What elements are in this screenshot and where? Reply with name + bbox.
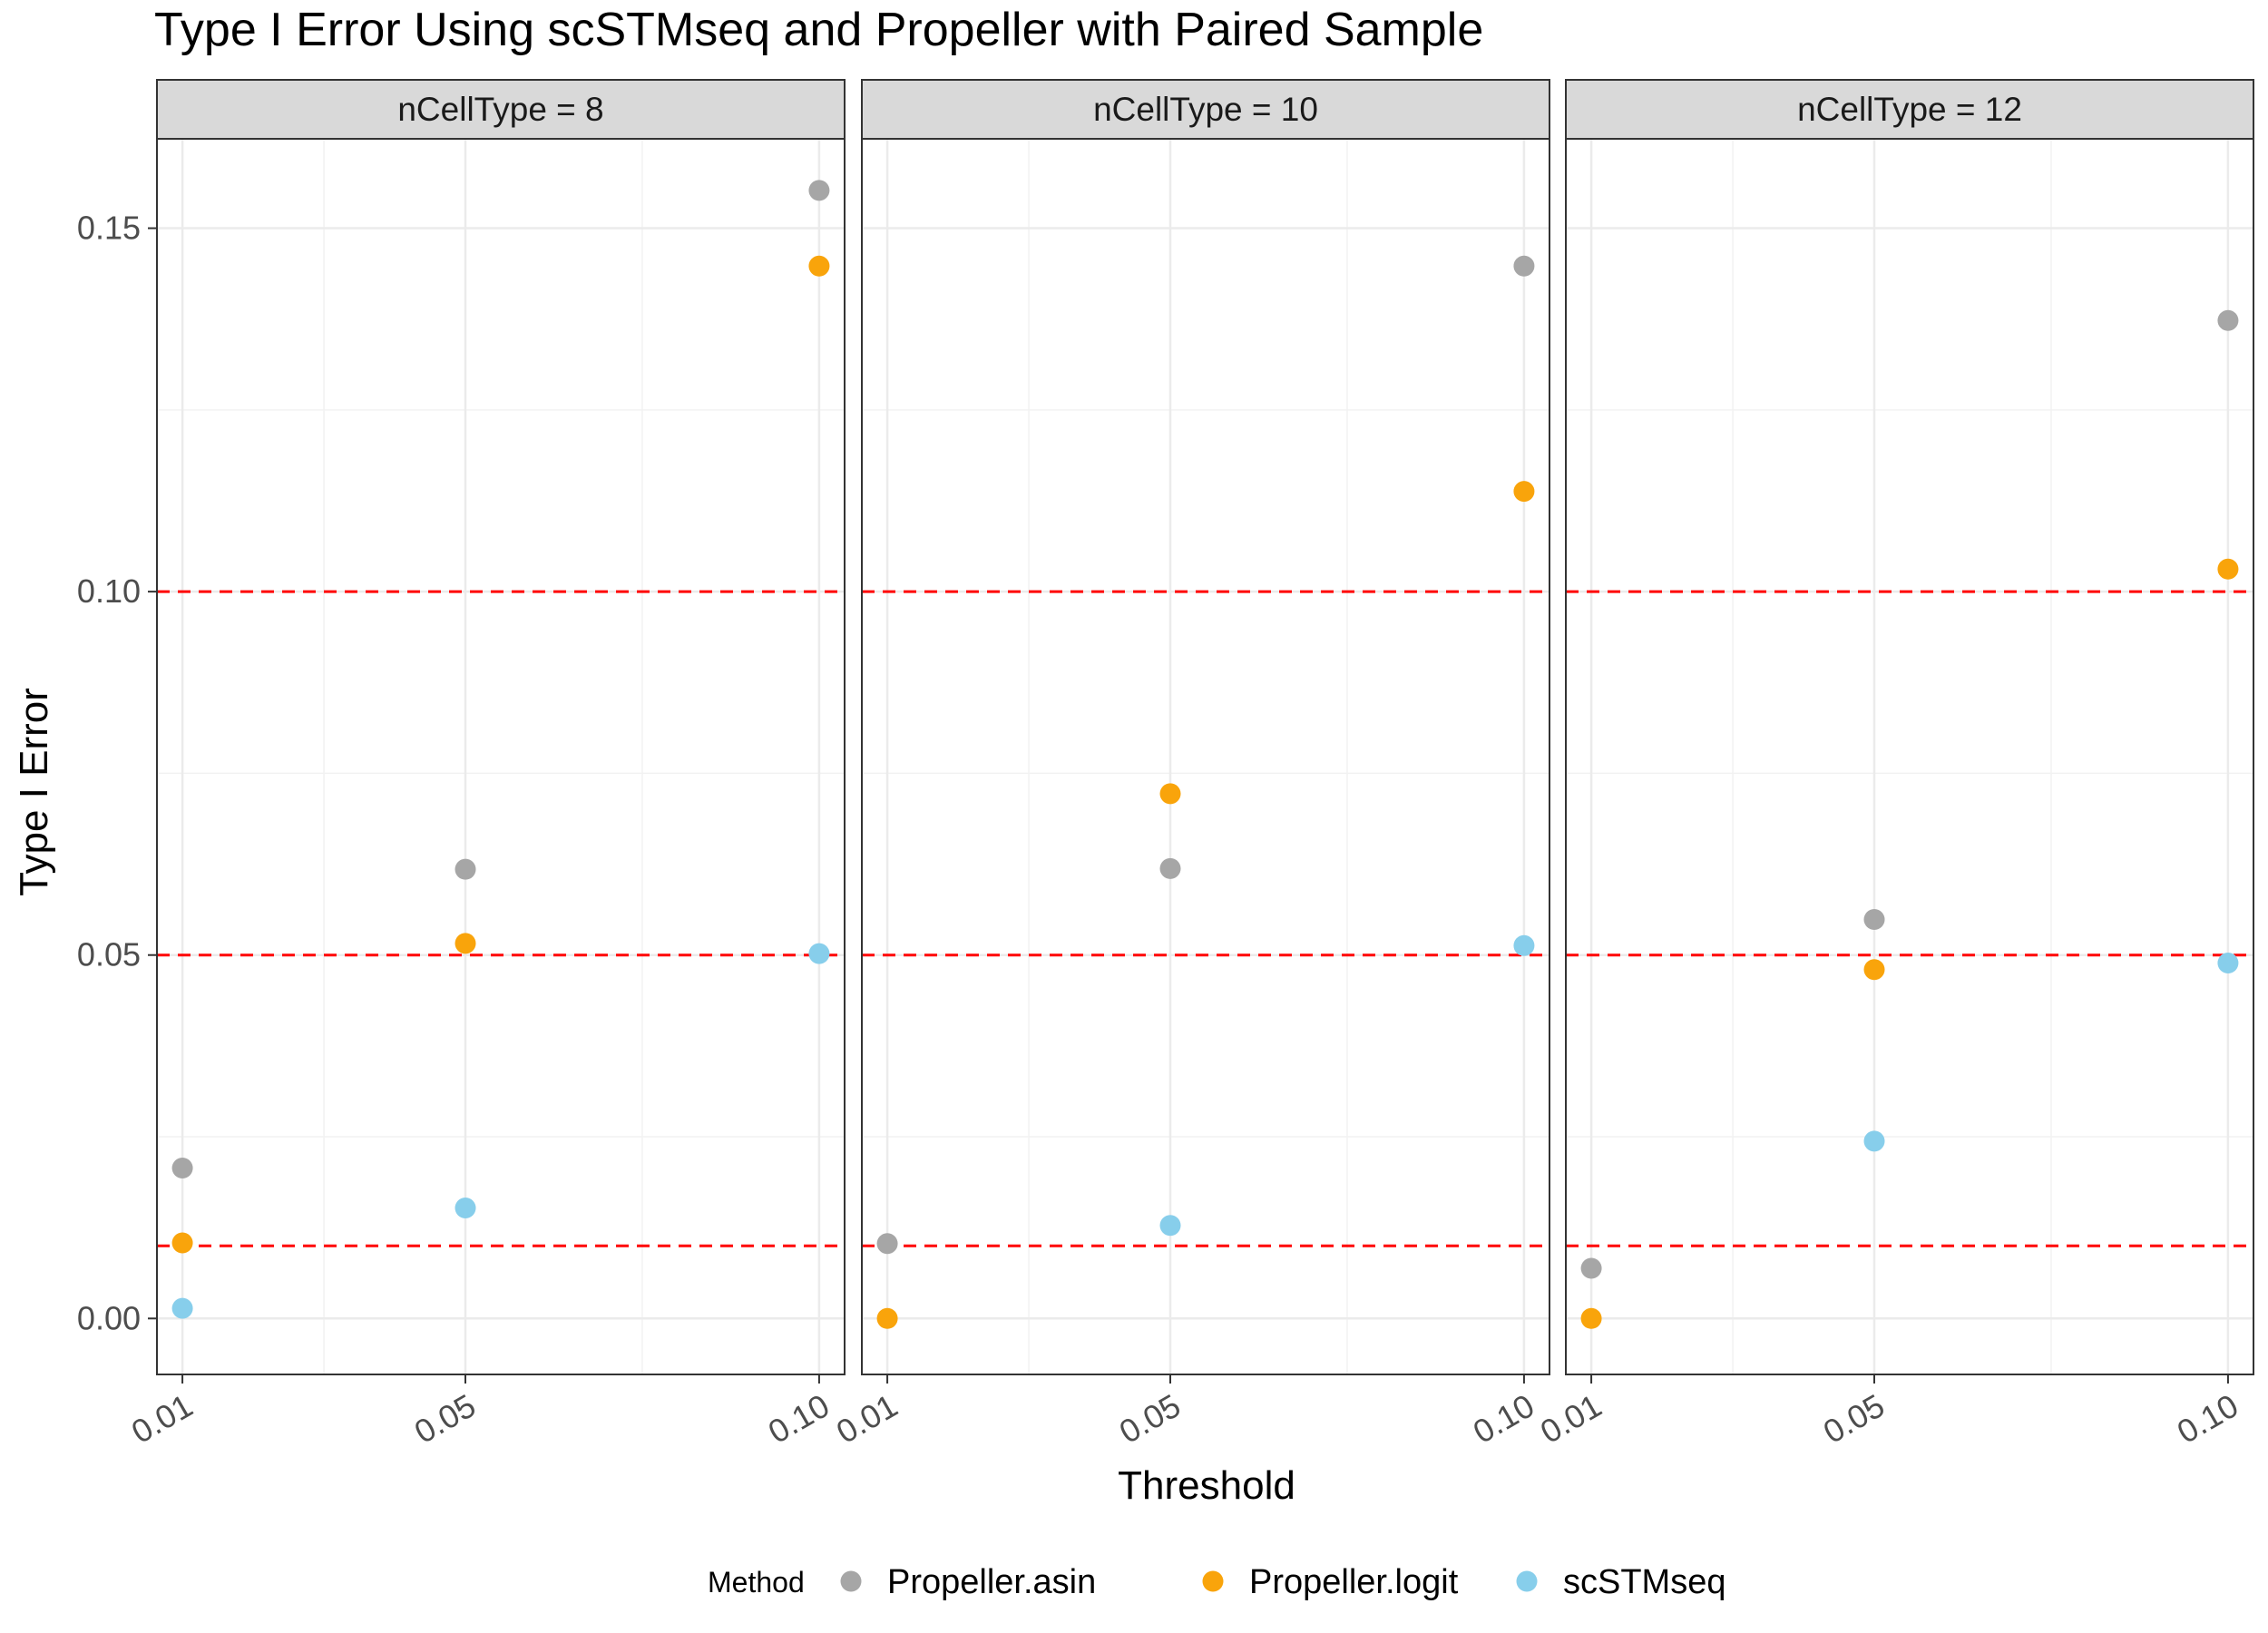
legend-title: Method [708,1566,805,1599]
data-point [1513,481,1535,503]
data-point [1580,1257,1602,1279]
facet-strip-label: nCellType = 12 [1797,91,2022,128]
data-point [808,943,830,964]
data-point [2217,309,2239,331]
y-axis: 0.00 0.05 0.10 0.15 [77,210,157,1336]
facet-strip [156,79,846,140]
facet-panel: nCellType = 80.01 0.05 0.10 [125,79,846,1451]
data-point [1513,255,1535,277]
panel-border [1565,138,2254,1375]
legend-items: Propeller.asin Propeller.logit scSTMseq [840,1563,1725,1601]
data-point [455,1198,476,1219]
data-point [171,1232,193,1254]
y-tick-label: 0.10 [77,572,141,610]
legend-key [1516,1570,1538,1592]
data-point [808,255,830,277]
y-tick-label: 0.00 [77,1299,141,1336]
panel-border [156,138,846,1375]
legend-key [1202,1570,1224,1592]
data-point [808,180,830,201]
panel-background [157,139,845,1374]
data-point [1513,934,1535,956]
data-point [1863,1130,1885,1152]
chart-title: Type I Error Using scSTMseq and Propelle… [154,4,1483,56]
legend: Method Propeller.asin Propeller.logit scST… [708,1563,1725,1601]
data-point [2217,558,2239,580]
data-point [2217,953,2239,974]
data-point [1580,1307,1602,1329]
legend-label: scSTMseq [1563,1563,1725,1601]
facet-panel: nCellType = 100.01 0.05 0.10 [830,79,1550,1451]
y-tick-label: 0.05 [77,936,141,973]
facet-panel: nCellType = 120.01 0.05 0.10 [1534,79,2254,1451]
data-point [455,933,476,954]
y-axis-title: Type I Error [12,688,56,896]
legend-label: Propeller.asin [887,1563,1096,1601]
data-point [876,1307,898,1329]
y-tick-label: 0.15 [77,210,141,247]
panel-background [1566,139,2253,1374]
legend-label: Propeller.logit [1249,1563,1459,1601]
data-point [876,1233,898,1255]
data-point [455,858,476,880]
panel-background [862,139,1549,1374]
data-point [1863,908,1885,930]
facet-strip [861,79,1550,140]
data-point [1159,783,1181,805]
data-point [1159,1215,1181,1237]
data-point [1863,959,1885,981]
legend-key [840,1570,862,1592]
x-axis-title: Threshold [1118,1463,1295,1508]
data-point [1159,857,1181,879]
facet-strip-label: nCellType = 10 [1093,91,1318,128]
facet-strip-label: nCellType = 8 [397,91,603,128]
data-point [171,1157,193,1178]
data-point [171,1297,193,1319]
panel-border [861,138,1550,1375]
